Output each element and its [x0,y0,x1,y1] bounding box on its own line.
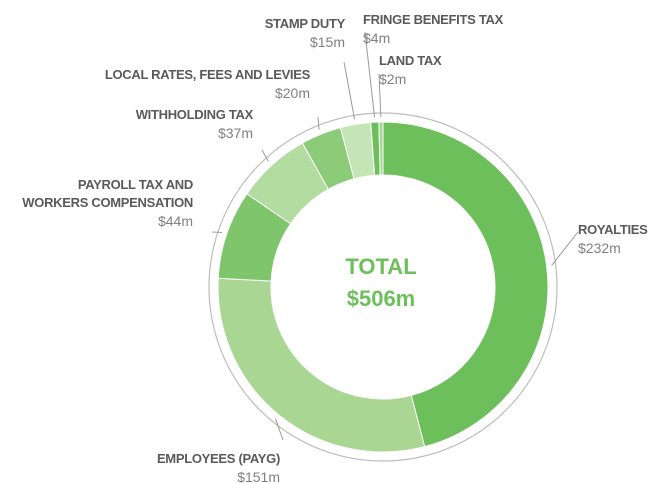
category-label: STAMP DUTY [264,16,346,31]
slice-label: PAYROLL TAX AND WORKERS COMPENSATION $44m [22,176,193,230]
leader-line [275,418,284,441]
category-label: LOCAL RATES, FEES AND LEVIES [104,67,310,82]
value-label: $20m [274,85,310,101]
center-title: TOTAL [345,254,416,279]
leader-line [378,73,382,118]
slice [217,277,426,453]
category-label: PAYROLL TAX AND WORKERS COMPENSATION [22,177,193,210]
outer-ring [208,112,558,462]
value-label: $44m [157,213,193,229]
leader-line [317,116,320,130]
center-value: $506m [347,286,416,311]
leader-line [261,149,269,162]
slice-label: ROYALTIES $232m [578,221,648,257]
category-label: EMPLOYEES (PAYG) [156,451,280,466]
slice-label: LAND TAX $2m [379,52,442,88]
slice-label: EMPLOYEES (PAYG) $151m [157,450,280,483]
leader-line [364,31,376,118]
slice-label: STAMP DUTY $15m [264,15,346,51]
value-label: $232m [578,240,621,256]
slice [378,121,384,176]
slice [382,121,549,448]
value-label: $37m [217,125,253,141]
value-label: $4m [363,30,391,46]
leader-line [343,61,356,120]
slice-label: LOCAL RATES, FEES AND LEVIES $20m [105,66,310,102]
value-label: $151m [237,469,280,483]
value-label: $15m [309,34,345,50]
category-label: FRINGE BENEFITS TAX [363,12,503,27]
value-label: $2m [379,71,407,87]
slice-label: WITHHOLDING TAX $37m [135,106,254,142]
category-label: LAND TAX [379,53,442,68]
leader-line [551,231,579,266]
slice-label: FRINGE BENEFITS TAX $4m [363,11,503,47]
category-label: WITHHOLDING TAX [135,107,254,122]
category-label: ROYALTIES [578,222,648,237]
